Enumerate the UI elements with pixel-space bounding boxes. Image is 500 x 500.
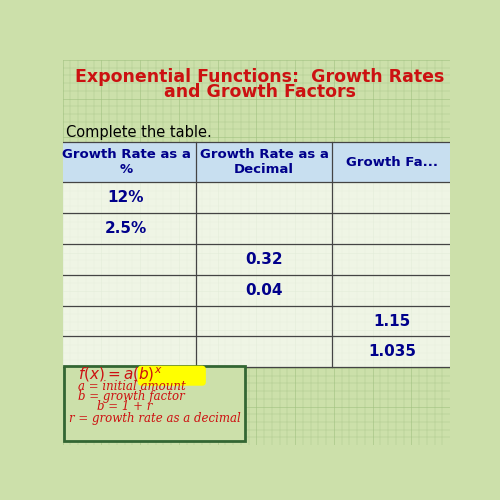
- FancyBboxPatch shape: [138, 366, 206, 386]
- Text: 2.5%: 2.5%: [105, 221, 147, 236]
- Text: b = 1 + r: b = 1 + r: [98, 400, 153, 413]
- Text: 0.04: 0.04: [245, 282, 283, 298]
- Text: Growth Rate as a
%: Growth Rate as a %: [62, 148, 190, 176]
- FancyBboxPatch shape: [56, 244, 452, 275]
- Text: Growth Fa...: Growth Fa...: [346, 156, 438, 169]
- FancyBboxPatch shape: [56, 182, 452, 213]
- Text: Complete the table.: Complete the table.: [66, 126, 212, 140]
- FancyBboxPatch shape: [56, 306, 452, 336]
- FancyBboxPatch shape: [56, 142, 452, 182]
- Text: 1.035: 1.035: [368, 344, 416, 360]
- Text: Growth Rate as a
Decimal: Growth Rate as a Decimal: [200, 148, 328, 176]
- Text: 12%: 12%: [108, 190, 144, 206]
- Text: $f(x) = a(b)^x$: $f(x) = a(b)^x$: [78, 366, 162, 384]
- Text: a = initial amount: a = initial amount: [78, 380, 186, 393]
- Text: r = growth rate as a decimal: r = growth rate as a decimal: [68, 412, 240, 426]
- Text: 0.32: 0.32: [245, 252, 283, 267]
- FancyBboxPatch shape: [56, 275, 452, 306]
- FancyBboxPatch shape: [56, 213, 452, 244]
- Text: b = growth factor: b = growth factor: [78, 390, 185, 403]
- Text: 1.15: 1.15: [373, 314, 410, 328]
- FancyBboxPatch shape: [64, 366, 244, 441]
- Text: Exponential Functions:  Growth Rates: Exponential Functions: Growth Rates: [76, 68, 445, 86]
- Text: and Growth Factors: and Growth Factors: [164, 83, 356, 101]
- FancyBboxPatch shape: [56, 336, 452, 367]
